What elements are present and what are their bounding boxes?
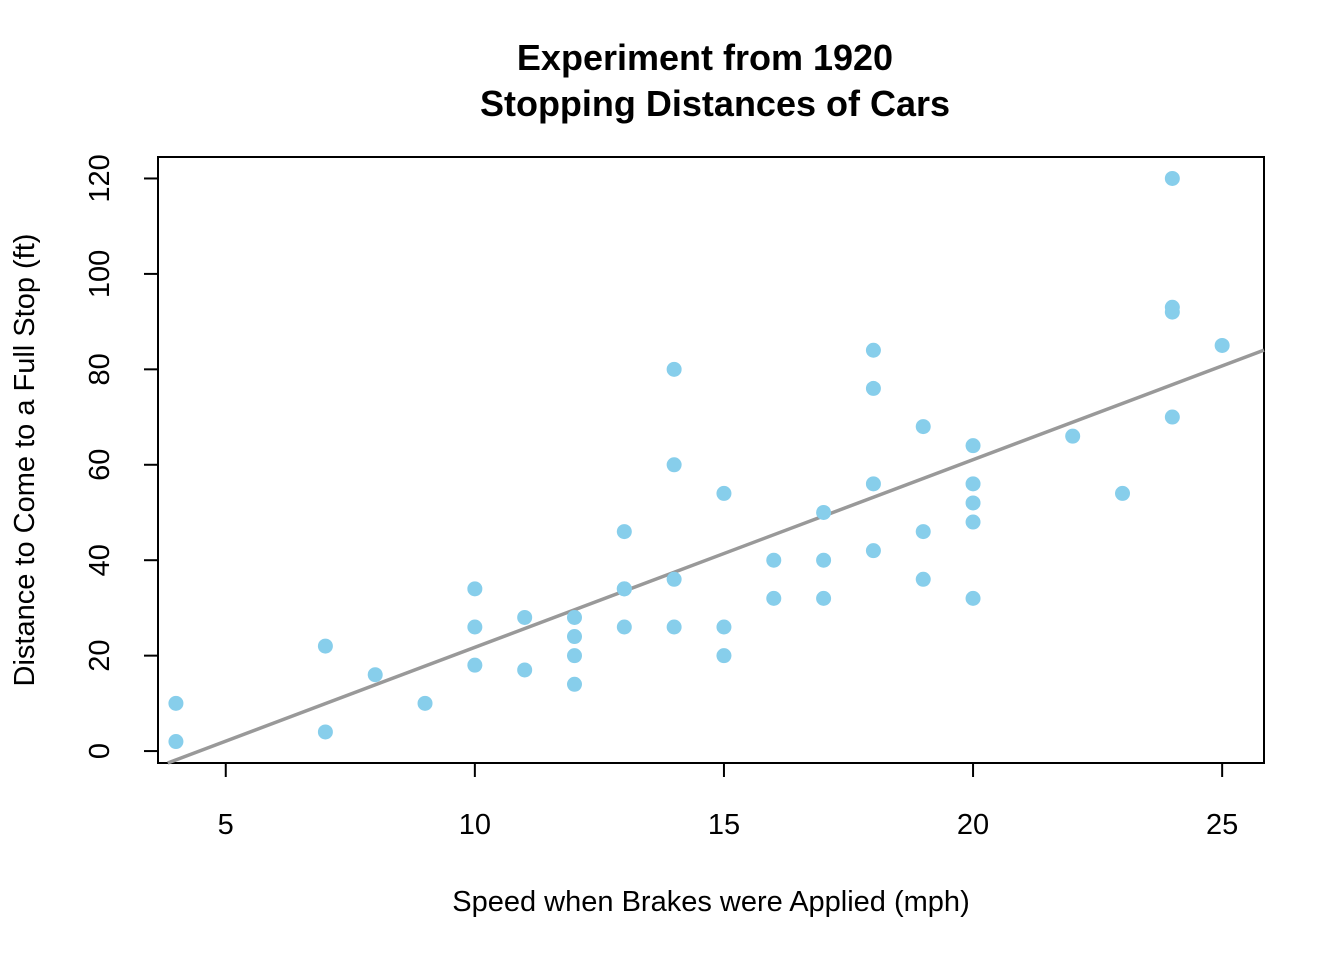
data-point bbox=[566, 676, 582, 692]
data-point bbox=[566, 648, 582, 664]
data-point bbox=[168, 734, 184, 750]
x-tick-label: 10 bbox=[459, 809, 491, 841]
data-point bbox=[716, 485, 732, 501]
y-tick-label: 120 bbox=[84, 154, 116, 202]
data-point bbox=[716, 648, 732, 664]
x-axis-label: Speed when Brakes were Applied (mph) bbox=[452, 886, 969, 918]
data-point bbox=[467, 657, 483, 673]
data-point bbox=[965, 495, 981, 511]
plot-border bbox=[157, 156, 1265, 764]
data-point bbox=[1164, 409, 1180, 425]
regression-line bbox=[167, 348, 1265, 765]
data-point bbox=[965, 590, 981, 606]
data-point bbox=[666, 457, 682, 473]
y-tick-label: 20 bbox=[84, 640, 116, 672]
data-point bbox=[566, 609, 582, 625]
data-point bbox=[1164, 299, 1180, 315]
data-point bbox=[666, 361, 682, 377]
data-point bbox=[417, 695, 433, 711]
data-point bbox=[616, 581, 632, 597]
data-point bbox=[965, 438, 981, 454]
data-point bbox=[965, 514, 981, 530]
data-point bbox=[1115, 485, 1131, 501]
x-tick-label: 15 bbox=[708, 809, 740, 841]
data-point bbox=[566, 629, 582, 645]
data-point bbox=[915, 419, 931, 435]
data-point bbox=[766, 552, 782, 568]
data-point bbox=[965, 476, 981, 492]
x-tick-label: 20 bbox=[957, 809, 989, 841]
data-point bbox=[467, 619, 483, 635]
x-tick-label: 5 bbox=[218, 809, 234, 841]
data-point bbox=[865, 342, 881, 358]
data-point bbox=[517, 609, 533, 625]
data-point bbox=[467, 581, 483, 597]
plot-area bbox=[157, 156, 1265, 765]
data-point bbox=[616, 524, 632, 540]
data-point bbox=[168, 695, 184, 711]
data-point bbox=[865, 380, 881, 396]
data-point bbox=[317, 638, 333, 654]
data-point bbox=[1214, 337, 1230, 353]
data-point bbox=[865, 476, 881, 492]
y-tick-label: 100 bbox=[84, 250, 116, 298]
y-tick-label: 80 bbox=[84, 353, 116, 385]
y-axis: 0 20 40 60 80 100 120 bbox=[84, 154, 159, 759]
chart-title-line-1: Experiment from 1920 bbox=[517, 37, 893, 78]
data-point bbox=[317, 724, 333, 740]
data-point bbox=[1164, 170, 1180, 186]
data-point bbox=[517, 662, 533, 678]
x-tick-label: 25 bbox=[1206, 809, 1238, 841]
y-tick-label: 0 bbox=[84, 743, 116, 759]
data-point bbox=[915, 571, 931, 587]
data-point bbox=[816, 552, 832, 568]
y-axis-label: Distance to Come to a Full Stop (ft) bbox=[9, 234, 41, 687]
data-point bbox=[816, 590, 832, 606]
data-point bbox=[816, 504, 832, 520]
x-axis: 5 10 15 20 25 bbox=[218, 762, 1238, 841]
data-point bbox=[616, 619, 632, 635]
data-point bbox=[666, 619, 682, 635]
data-point bbox=[1065, 428, 1081, 444]
data-point bbox=[367, 667, 383, 683]
y-tick-label: 40 bbox=[84, 544, 116, 576]
data-points bbox=[168, 170, 1230, 750]
data-point bbox=[766, 590, 782, 606]
data-point bbox=[666, 571, 682, 587]
data-point bbox=[915, 524, 931, 540]
y-tick-label: 60 bbox=[84, 449, 116, 481]
data-point bbox=[716, 619, 732, 635]
data-point bbox=[865, 543, 881, 559]
chart-title-line-2: Stopping Distances of Cars bbox=[480, 83, 950, 124]
